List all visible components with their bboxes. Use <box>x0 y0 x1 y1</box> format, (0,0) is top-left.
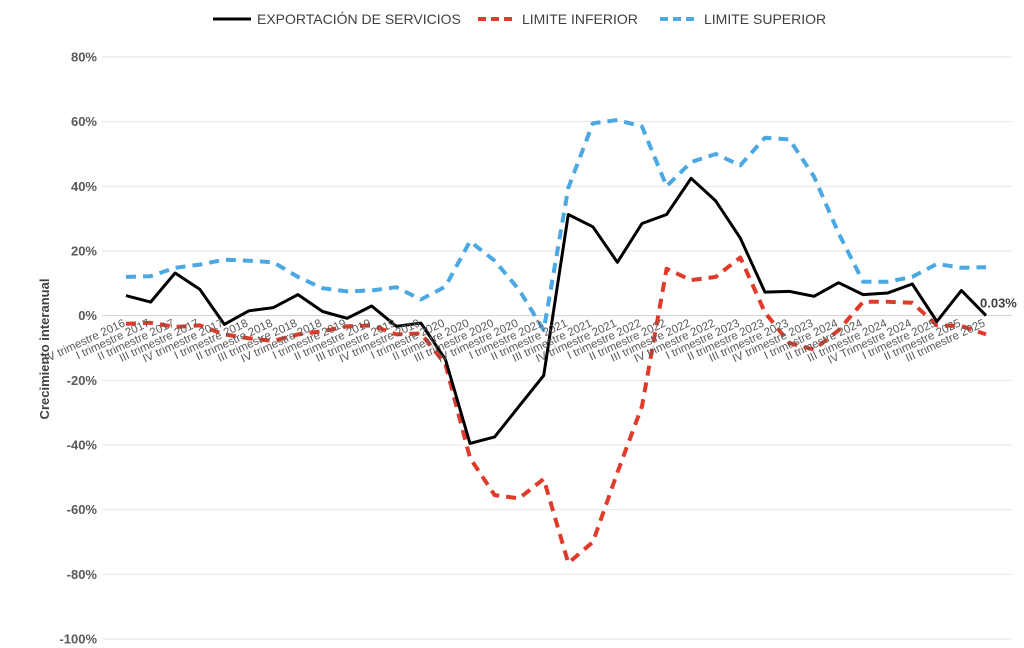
y-tick-label: 80% <box>71 50 97 65</box>
y-tick-label: 40% <box>71 179 97 194</box>
y-tick-label: 60% <box>71 114 97 129</box>
y-tick-label: -20% <box>67 373 98 388</box>
data-label: 0.03% <box>980 296 1017 311</box>
y-tick-label: -40% <box>67 438 98 453</box>
legend-label-0: EXPORTACIÓN DE SERVICIOS <box>257 11 461 27</box>
series-line-2 <box>125 118 987 333</box>
legend-label-1: LIMITE INFERIOR <box>522 11 638 27</box>
annotations: 0.03% <box>980 296 1017 311</box>
legend-label-2: LIMITE SUPERIOR <box>704 11 826 27</box>
series-lines <box>125 118 988 565</box>
y-tick-label: -100% <box>59 632 97 647</box>
series-line-0 <box>125 176 988 445</box>
legend: EXPORTACIÓN DE SERVICIOS LIMITE INFERIOR L… <box>213 11 826 27</box>
series-line-1 <box>125 255 987 565</box>
y-tick-label: 20% <box>71 244 97 259</box>
y-axis: 80% 60% 40% 20% 0% -20% -40% -60% -80% -100% <box>59 50 97 647</box>
gridlines <box>102 56 1012 640</box>
y-tick-label: -60% <box>67 502 98 517</box>
y-tick-label: -80% <box>67 567 98 582</box>
y-tick-label: 0% <box>78 308 97 323</box>
y-axis-title: Crecimiento interanual <box>37 279 52 420</box>
